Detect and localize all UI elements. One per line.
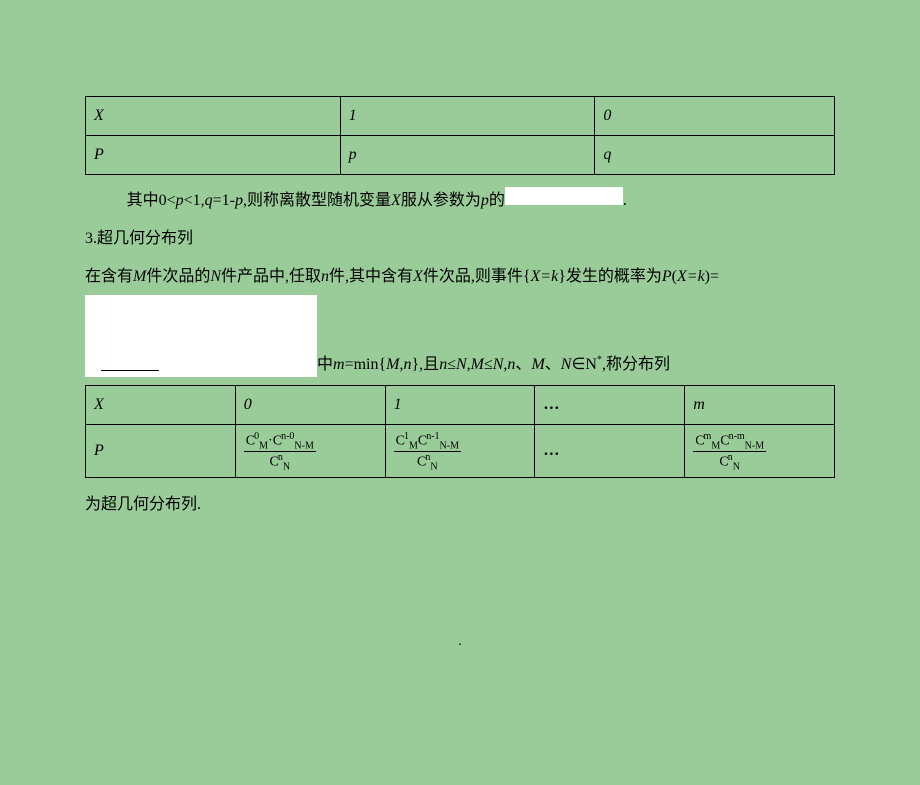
t2-p: P <box>86 425 236 478</box>
txt: 在含有 <box>85 268 133 285</box>
t2-h4: … <box>535 386 685 425</box>
txt: 件次品,则事件{ <box>423 268 531 285</box>
txt: 、 <box>545 356 561 373</box>
t1-r2: p <box>340 136 595 175</box>
hyper-table: X 0 1 … m P C0M·Cn-0N-M CnN C1MCn-1N-M C… <box>85 385 835 478</box>
two-point-text: 其中0<p<1,q=1-p,则称离散型随机变量X服从参数为p的. <box>85 185 835 217</box>
t2-h5: m <box>685 386 835 425</box>
fraction-1: C1MCn-1N-M CnN <box>394 431 461 473</box>
txt: =1- <box>213 192 235 209</box>
var-X: X <box>413 268 423 285</box>
var-n: n <box>404 356 412 373</box>
t2-h3: 1 <box>385 386 535 425</box>
t1-h2: 1 <box>340 97 595 136</box>
txt: . <box>623 192 627 209</box>
var-M: M <box>133 268 146 285</box>
txt: },且 <box>412 356 440 373</box>
var-M2: M <box>471 356 484 373</box>
txt: 的 <box>489 192 505 209</box>
var-Xk2: X=k <box>677 268 705 285</box>
heading-3: 3.超几何分布列 <box>85 223 835 255</box>
t2-h2: 0 <box>235 386 385 425</box>
t1-h3: 0 <box>595 97 835 136</box>
foot-text: 为超几何分布列. <box>85 490 835 514</box>
txt: <1, <box>184 192 205 209</box>
var-p: p <box>176 192 184 209</box>
var-q: q <box>205 192 213 209</box>
var-N2: N <box>493 356 504 373</box>
var-p3: p <box>481 192 489 209</box>
two-point-table: X 1 0 P p q <box>85 96 835 175</box>
underline-fragment <box>101 370 159 371</box>
var-X: X <box>391 192 401 209</box>
var-M3: M <box>531 356 544 373</box>
txt: 中 <box>317 356 333 373</box>
blank-fill-big <box>85 295 317 377</box>
var-n2: n <box>439 356 447 373</box>
txt: 、 <box>515 356 531 373</box>
var-n: n <box>321 268 329 285</box>
txt: 件次品的 <box>146 268 210 285</box>
var-N3: N <box>561 356 572 373</box>
hyper-text: 在含有M件次品的N件产品中,任取n件,其中含有X件次品,则事件{X=k}发生的概… <box>85 261 835 293</box>
blank-fill-small <box>505 187 623 205</box>
txt: ,则称离散型随机变量 <box>243 192 391 209</box>
t2-dots: … <box>535 425 685 478</box>
txt: ∈N <box>571 356 597 373</box>
var-M: M <box>386 356 399 373</box>
txt: ,称分布列 <box>602 356 670 373</box>
var-p2: p <box>235 192 243 209</box>
txt: }发生的概率为 <box>558 268 662 285</box>
page-dot: . <box>85 634 835 650</box>
txt: =min{ <box>345 356 387 373</box>
fraction-m: CmMCn-mN-M CnN <box>693 431 766 473</box>
var-N: N <box>456 356 467 373</box>
txt: 件产品中,任取 <box>221 268 321 285</box>
txt: )= <box>705 268 719 285</box>
txt: ≤ <box>447 356 456 373</box>
txt: ≤ <box>484 356 493 373</box>
t2-h1: X <box>86 386 236 425</box>
var-m: m <box>333 356 345 373</box>
t2-fm: CmMCn-mN-M CnN <box>685 425 835 478</box>
var-Xk: X=k <box>531 268 559 285</box>
txt: 件,其中含有 <box>329 268 413 285</box>
t1-r3: q <box>595 136 835 175</box>
t1-r1: P <box>86 136 341 175</box>
txt: 服从参数为 <box>401 192 481 209</box>
t1-h1: X <box>86 97 341 136</box>
t2-f0: C0M·Cn-0N-M CnN <box>235 425 385 478</box>
fraction-0: C0M·Cn-0N-M CnN <box>244 431 316 473</box>
t2-f1: C1MCn-1N-M CnN <box>385 425 535 478</box>
txt: 其中0< <box>127 192 176 209</box>
var-P: P <box>662 268 672 285</box>
var-N: N <box>210 268 221 285</box>
